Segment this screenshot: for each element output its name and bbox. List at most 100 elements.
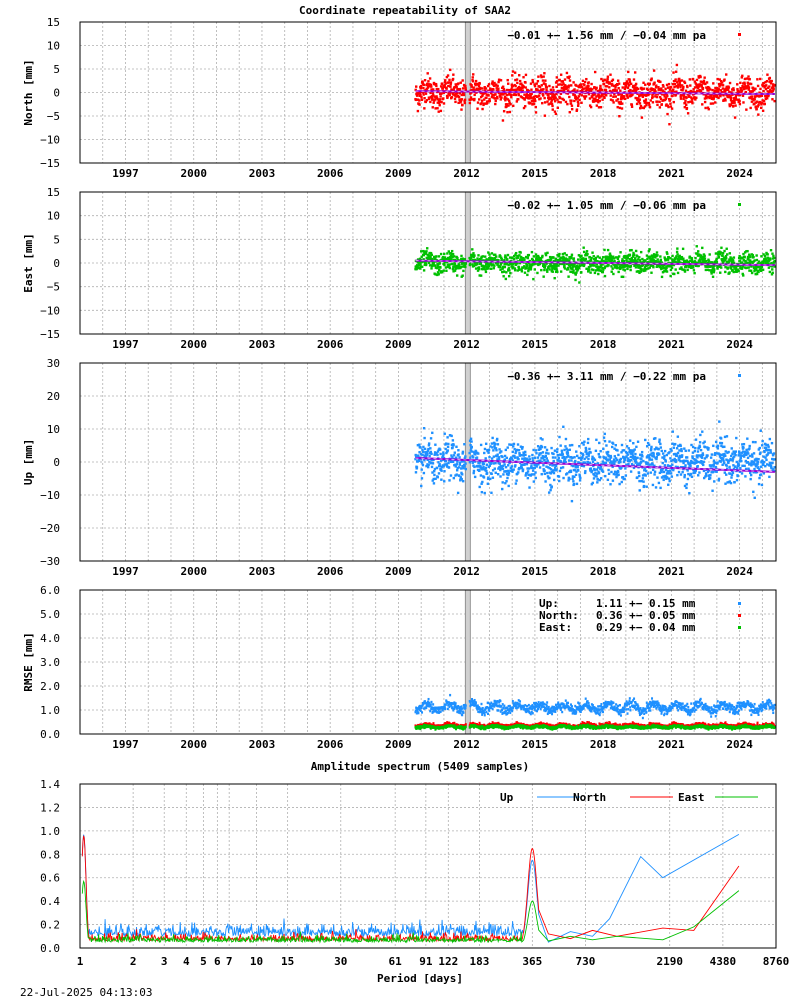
data-point <box>585 78 587 80</box>
x-tick-label: 2000 <box>180 565 207 578</box>
data-point <box>552 89 554 91</box>
data-point <box>452 73 454 75</box>
data-point <box>464 266 466 268</box>
data-point <box>645 470 647 472</box>
data-point <box>599 100 601 102</box>
data-point <box>602 470 604 472</box>
timestamp: 22-Jul-2025 04:13:03 <box>20 986 152 999</box>
data-point <box>577 102 579 104</box>
data-point <box>733 102 735 104</box>
data-point <box>566 449 568 451</box>
data-point <box>650 272 652 274</box>
data-point <box>572 81 574 83</box>
data-point <box>448 466 450 468</box>
data-point <box>750 474 752 476</box>
data-point <box>715 441 717 443</box>
data-point <box>464 455 466 457</box>
data-point <box>643 485 645 487</box>
data-point <box>547 460 549 462</box>
x-tick-label: 2009 <box>385 738 412 751</box>
data-point <box>457 492 459 494</box>
data-point <box>483 476 485 478</box>
data-point <box>561 450 563 452</box>
data-point <box>558 253 560 255</box>
data-point <box>702 454 704 456</box>
data-point <box>611 446 613 448</box>
data-point <box>454 98 456 100</box>
data-point <box>435 255 437 257</box>
data-point <box>670 105 672 107</box>
data-point <box>553 472 555 474</box>
data-point <box>442 97 444 99</box>
data-point <box>450 81 452 83</box>
data-point <box>539 97 541 99</box>
data-point <box>760 473 762 475</box>
data-point <box>458 456 460 458</box>
data-point <box>556 80 558 82</box>
data-point <box>562 426 564 428</box>
data-point <box>669 98 671 100</box>
data-point <box>770 82 772 84</box>
data-point <box>605 444 607 446</box>
data-point <box>501 456 503 458</box>
data-point <box>522 468 524 470</box>
data-point <box>462 87 464 89</box>
data-point <box>708 108 710 110</box>
data-point <box>440 253 442 255</box>
data-point <box>512 70 514 72</box>
rmse-point <box>503 705 505 707</box>
y-tick-label: 20 <box>47 390 60 403</box>
data-point <box>617 258 619 260</box>
data-point <box>503 463 505 465</box>
data-point <box>629 89 631 91</box>
data-point <box>505 466 507 468</box>
data-point <box>763 100 765 102</box>
data-point <box>635 250 637 252</box>
data-point <box>593 477 595 479</box>
data-point <box>667 484 669 486</box>
legend-text: −0.02 +− 1.05 mm / −0.06 mm pa <box>507 199 706 212</box>
data-point <box>505 278 507 280</box>
data-point <box>707 447 709 449</box>
data-point <box>542 464 544 466</box>
data-point <box>700 460 702 462</box>
rmse-point <box>428 698 430 700</box>
data-point <box>727 266 729 268</box>
data-point <box>505 480 507 482</box>
data-point <box>494 93 496 95</box>
data-point <box>556 448 558 450</box>
data-point <box>716 78 718 80</box>
data-point <box>508 267 510 269</box>
data-point <box>452 439 454 441</box>
data-point <box>746 437 748 439</box>
data-point <box>672 83 674 85</box>
data-point <box>759 451 761 453</box>
data-point <box>716 461 718 463</box>
rmse-point <box>465 704 467 706</box>
data-point <box>664 88 666 90</box>
data-point <box>418 99 420 101</box>
data-point <box>456 257 458 259</box>
rmse-point <box>482 707 484 709</box>
data-point <box>651 77 653 79</box>
data-point <box>498 448 500 450</box>
data-point <box>684 82 686 84</box>
data-point <box>613 463 615 465</box>
x-tick-label: 2024 <box>726 167 753 180</box>
data-point <box>749 78 751 80</box>
data-point <box>496 438 498 440</box>
data-point <box>621 102 623 104</box>
data-point <box>530 465 532 467</box>
data-point <box>444 79 446 81</box>
data-point <box>438 262 440 264</box>
data-point <box>674 83 676 85</box>
y-tick-label: −10 <box>40 489 60 502</box>
data-point <box>475 267 477 269</box>
data-point <box>694 447 696 449</box>
data-point <box>573 88 575 90</box>
data-point <box>422 93 424 95</box>
data-point <box>536 465 538 467</box>
data-point <box>474 476 476 478</box>
x-tick-label: 2006 <box>317 167 344 180</box>
